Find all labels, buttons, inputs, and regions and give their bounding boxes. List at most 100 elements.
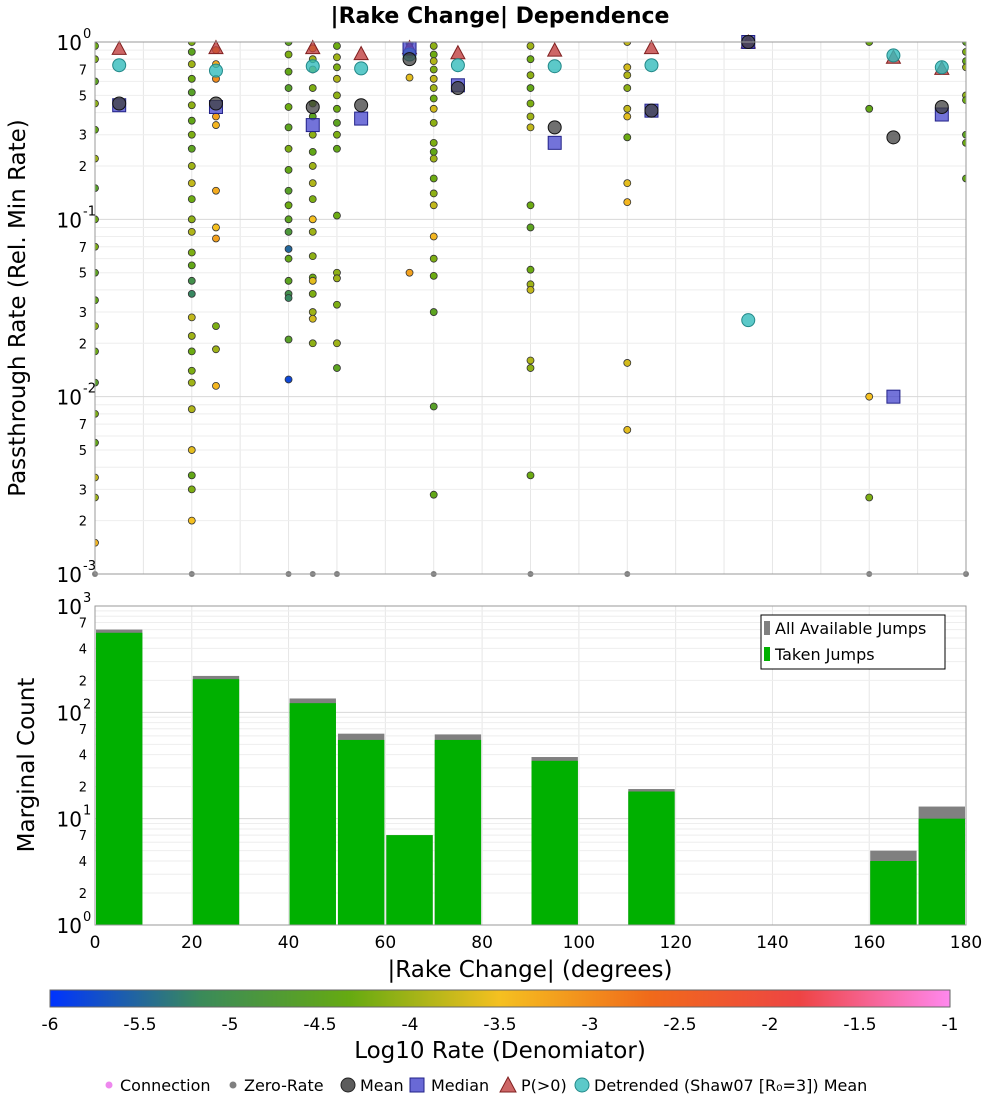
bottom-y-minor-tick: 7 — [79, 616, 87, 631]
scatter-point — [95, 242, 99, 251]
scatter-point — [429, 201, 438, 210]
scatter-point — [284, 375, 293, 384]
bottom-y-major-tick: 10 — [57, 808, 82, 832]
scatter-point — [526, 223, 535, 232]
scatter-point — [284, 144, 293, 153]
median-marker — [354, 111, 369, 126]
bar-taken — [628, 791, 675, 925]
colorbar-tick: -2 — [762, 1015, 779, 1035]
top-y-major-tick-exp: -1 — [83, 204, 96, 219]
scatter-point — [333, 63, 341, 72]
scatter-point — [333, 118, 341, 127]
detrended-mean-marker — [305, 59, 320, 74]
scatter-point — [212, 345, 220, 354]
bottom-y-minor-tick: 2 — [79, 781, 87, 796]
scatter-point — [333, 130, 341, 139]
scatter-point — [429, 490, 438, 499]
scatter-point — [187, 516, 196, 525]
scatter-point — [333, 339, 341, 348]
bar-legend: All Available Jumps Taken Jumps — [760, 614, 946, 670]
legend-swatch-taken — [764, 647, 770, 661]
scatter-point — [95, 473, 99, 482]
bottom-plot-frame — [94, 605, 967, 926]
legend-median: Median — [431, 1076, 489, 1095]
top-y-major-tick: 10 — [57, 386, 82, 410]
scatter-point — [95, 55, 99, 64]
scatter-point — [429, 50, 438, 59]
mean-marker — [547, 120, 562, 135]
scatter-point — [187, 313, 196, 322]
bar-taken — [434, 739, 482, 925]
scatter-point — [284, 123, 293, 132]
scatter-point — [308, 179, 317, 188]
scatter-point — [429, 57, 438, 66]
x-tick-label: 140 — [756, 933, 788, 953]
colorbar-tick: -5 — [222, 1015, 239, 1035]
x-tick-label: 20 — [181, 933, 203, 953]
scatter-point — [187, 248, 196, 257]
mean-marker — [354, 98, 369, 113]
scatter-point — [308, 308, 317, 316]
scatter-point — [187, 289, 196, 298]
scatter-point — [187, 195, 196, 204]
bottom-y-major-tick: 10 — [57, 701, 82, 725]
bottom-y-minor-tick: 7 — [79, 829, 87, 844]
scatter-point — [284, 335, 293, 344]
median-marker — [547, 135, 562, 150]
scatter-point — [962, 130, 966, 139]
scatter-point — [187, 227, 196, 236]
scatter-point — [187, 405, 196, 414]
scatter-point — [526, 55, 535, 64]
scatter-point — [308, 215, 317, 224]
bar-taken — [192, 679, 240, 925]
bottom-y-major-tick: 10 — [57, 914, 82, 938]
scatter-point — [308, 289, 317, 298]
bottom-y-major-tick-exp: 0 — [83, 910, 91, 925]
scatter-point — [526, 286, 535, 294]
scatter-point — [95, 215, 99, 224]
detrended-mean-marker — [741, 313, 756, 328]
top-y-major-tick: 10 — [57, 31, 82, 55]
scatter-point — [187, 162, 196, 170]
scatter-point — [284, 67, 293, 76]
x-axis-label: |Rake Change| (degrees) — [388, 957, 673, 983]
legend-swatch-all — [764, 621, 770, 635]
bottom-y-minor-tick: 2 — [79, 674, 87, 689]
colorbar-tick: -1.5 — [843, 1015, 876, 1035]
scatter-point — [95, 409, 99, 418]
scatter-point — [308, 162, 317, 170]
bottom-y-major-tick-exp: 2 — [83, 697, 91, 712]
mean-marker — [208, 96, 223, 111]
detrended-legend-icon — [574, 1077, 590, 1093]
scatter-point — [187, 332, 196, 340]
scatter-point — [284, 294, 293, 302]
scatter-point — [308, 276, 317, 285]
top-y-major-tick-exp: -2 — [83, 382, 96, 397]
detrended-mean-marker — [112, 58, 127, 73]
scatter-point — [429, 154, 438, 163]
scatter-point — [187, 471, 196, 480]
x-tick-label: 160 — [853, 933, 885, 953]
bottom-y-minor-tick: 4 — [79, 855, 87, 870]
top-y-minor-tick: 5 — [79, 267, 87, 282]
scatter-point — [284, 42, 293, 46]
scatter-point — [187, 179, 196, 188]
scatter-point — [623, 63, 632, 72]
x-tick-label: 180 — [950, 933, 982, 953]
scatter-point — [308, 314, 317, 323]
scatter-point — [429, 138, 438, 147]
scatter-point — [429, 402, 438, 411]
scatter-point — [333, 274, 341, 283]
scatter-point — [333, 104, 341, 113]
bar-taken — [96, 632, 143, 925]
top-y-minor-tick: 5 — [79, 89, 87, 104]
scatter-point — [284, 245, 293, 253]
mean-marker — [934, 99, 949, 114]
detrended-mean-marker — [450, 58, 465, 73]
mean-marker — [450, 81, 465, 96]
scatter-point — [95, 538, 99, 547]
scatter-point — [526, 356, 535, 365]
scatter-point — [187, 485, 196, 494]
